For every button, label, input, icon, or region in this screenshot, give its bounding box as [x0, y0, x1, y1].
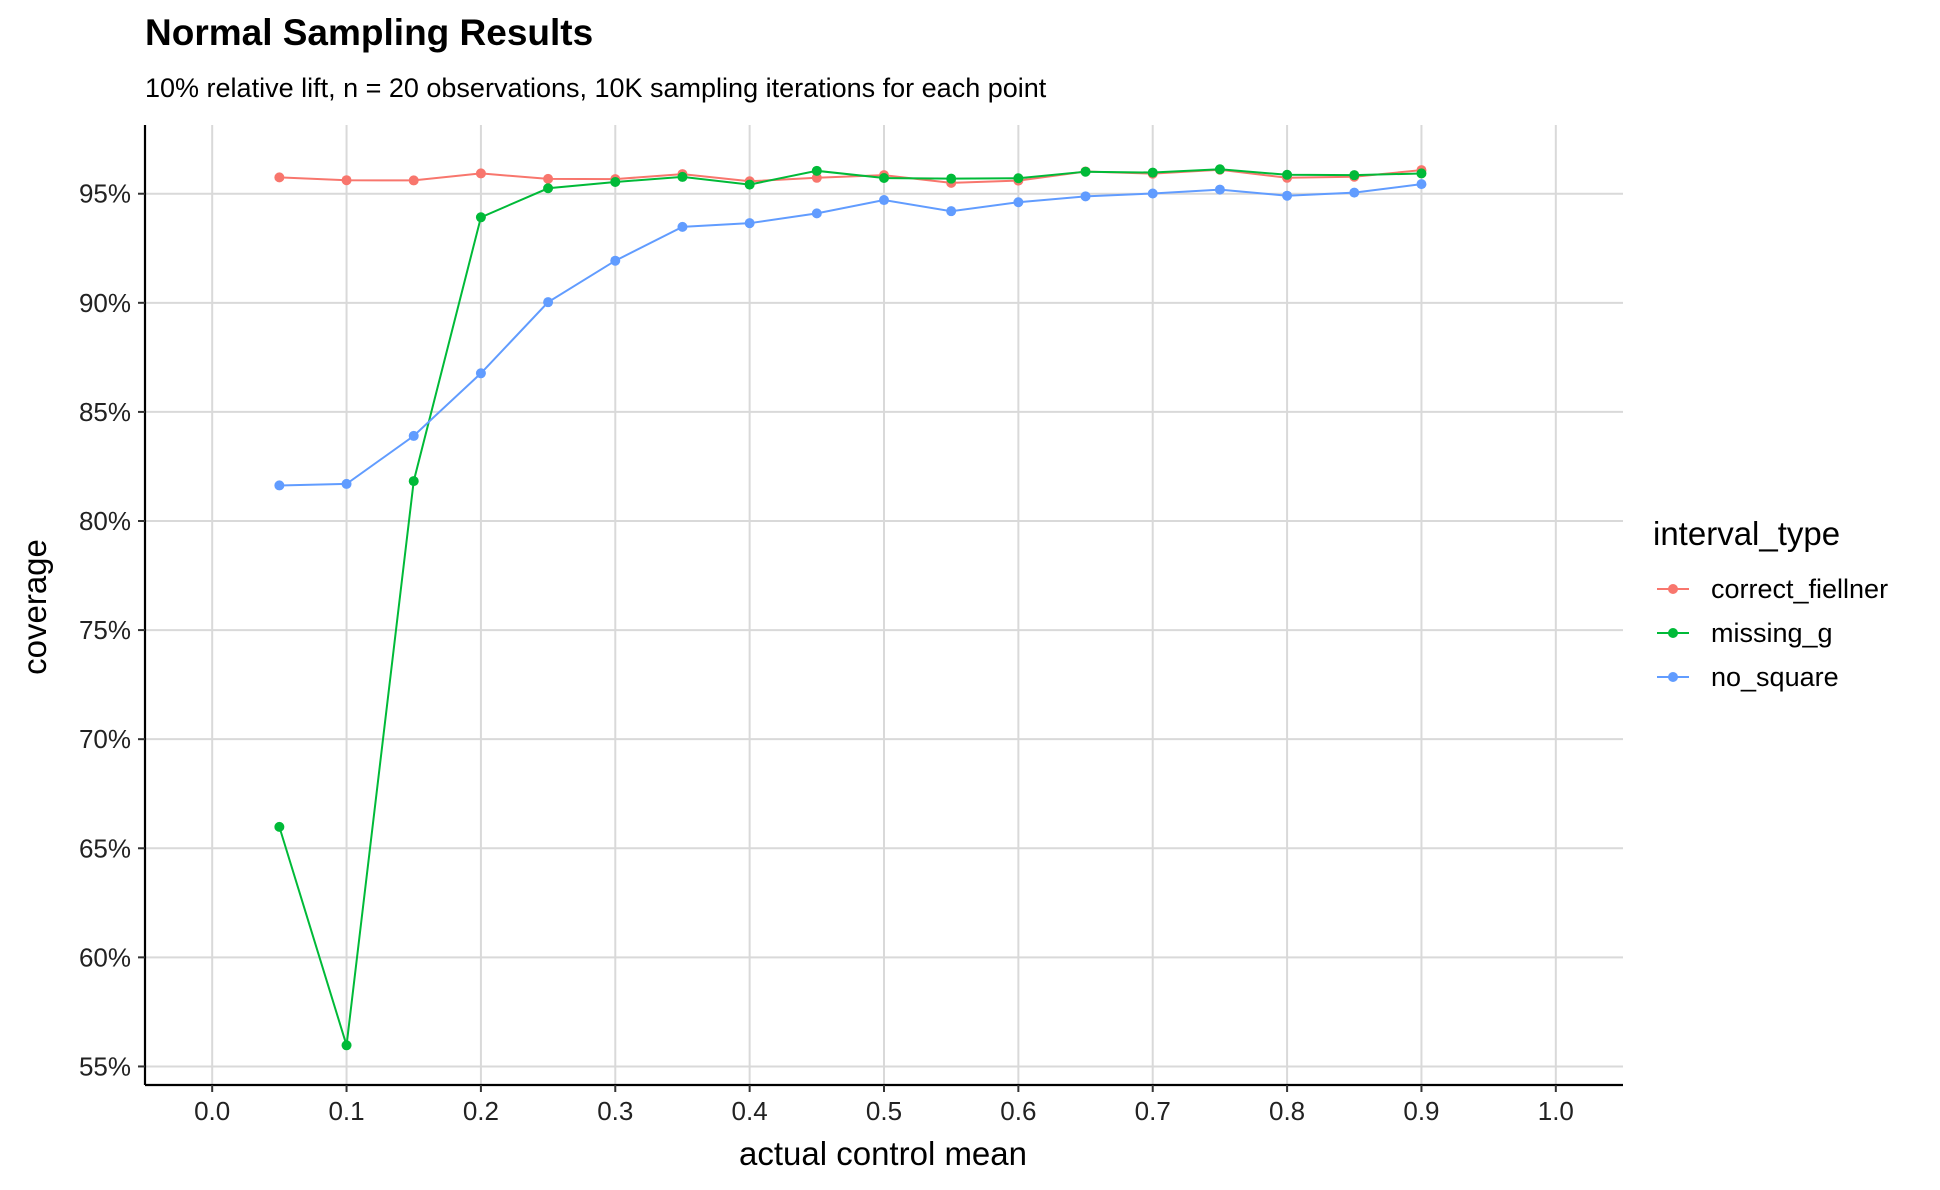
y-axis-label: coverage	[16, 539, 53, 675]
y-tick-label-3: 70%	[79, 724, 131, 754]
data-point-no_square-16	[1349, 187, 1360, 198]
data-point-no_square-1	[341, 478, 352, 489]
data-point-no_square-12	[1080, 191, 1091, 202]
data-point-no_square-13	[1147, 188, 1158, 199]
data-point-missing_g-11	[1013, 173, 1024, 184]
x-tick-label-7: 0.7	[1135, 1096, 1171, 1126]
legend-key-correct_fiellner	[1653, 571, 1693, 607]
y-tick-label-2: 65%	[79, 833, 131, 863]
x-tick-label-1: 0.1	[328, 1096, 364, 1126]
legend-item-correct_fiellner: correct_fiellner	[1653, 571, 1888, 607]
legend-label: correct_fiellner	[1711, 573, 1889, 604]
x-tick-label-6: 0.6	[1000, 1096, 1036, 1126]
data-point-missing_g-10	[946, 173, 957, 184]
legend-key-missing_g	[1653, 615, 1693, 651]
data-point-missing_g-6	[677, 171, 688, 182]
data-point-missing_g-5	[610, 176, 621, 187]
y-tick-label-1: 60%	[79, 942, 131, 972]
data-point-no_square-4	[543, 297, 554, 308]
data-point-missing_g-16	[1349, 170, 1360, 181]
data-point-no_square-7	[744, 218, 755, 229]
y-tick-label-6: 85%	[79, 397, 131, 427]
data-point-no_square-3	[475, 368, 486, 379]
legend-item-missing_g: missing_g	[1653, 615, 1833, 651]
x-tick-label-4: 0.4	[732, 1096, 768, 1126]
y-tick-label-8: 95%	[79, 179, 131, 209]
data-point-missing_g-2	[408, 476, 419, 487]
data-point-missing_g-3	[475, 212, 486, 223]
data-point-missing_g-8	[811, 165, 822, 176]
data-point-missing_g-9	[879, 173, 889, 184]
x-tick-label-8: 0.8	[1269, 1096, 1305, 1126]
data-point-no_square-0	[274, 480, 285, 491]
data-point-no_square-10	[946, 206, 957, 217]
y-tick-label-7: 90%	[79, 288, 131, 318]
x-tick-label-10: 1.0	[1538, 1096, 1574, 1126]
data-point-missing_g-7	[744, 179, 755, 190]
legend-key-dot	[1668, 628, 1678, 638]
series-line-missing_g	[278, 168, 1422, 1046]
legend-key-dot	[1668, 584, 1678, 594]
data-point-correct_fiellner-8	[811, 172, 822, 183]
data-point-missing_g-0	[274, 821, 285, 832]
data-point-missing_g-12	[1080, 166, 1091, 177]
axes: 0.0 0.1 0.2 0.3 0.4 0.5 0.6 0.7 0.8 0.9 1.0 55% 60% 6…	[79, 125, 1623, 1126]
x-tick-label-5: 0.5	[866, 1096, 902, 1126]
data-point-no_square-17	[1416, 179, 1427, 190]
data-point-no_square-14	[1214, 184, 1225, 195]
y-tick-label-5: 80%	[79, 506, 131, 536]
data-point-no_square-8	[811, 208, 822, 219]
data-point-correct_fiellner-1	[341, 175, 352, 186]
data-point-missing_g-17	[1416, 168, 1427, 179]
data-point-no_square-15	[1282, 190, 1293, 201]
data-point-missing_g-13	[1147, 167, 1158, 178]
legend-key-dot	[1668, 672, 1678, 682]
legend-title: interval_type	[1653, 515, 1841, 552]
data-point-no_square-11	[1013, 197, 1024, 208]
data-point-correct_fiellner-0	[274, 172, 285, 183]
legend-label: no_square	[1711, 661, 1839, 692]
y-tick-label-0: 55%	[79, 1051, 131, 1081]
data-point-no_square-9	[879, 195, 889, 206]
data-point-correct_fiellner-3	[475, 168, 486, 179]
data-point-no_square-5	[610, 255, 621, 266]
legend-key-no_square	[1653, 659, 1693, 695]
chart-subtitle: 10% relative lift, n = 20 observations, …	[145, 73, 1047, 103]
x-axis-label: actual control mean	[739, 1135, 1027, 1172]
x-tick-label-3: 0.3	[597, 1096, 633, 1126]
data-point-correct_fiellner-4	[543, 173, 554, 184]
legend-item-no_square: no_square	[1653, 659, 1839, 695]
x-tick-label-0: 0.0	[194, 1096, 230, 1126]
grid-lines	[145, 125, 1623, 1085]
data-point-missing_g-4	[543, 183, 554, 194]
legend-label: missing_g	[1711, 617, 1833, 648]
data-point-missing_g-15	[1282, 169, 1293, 180]
data-point-no_square-2	[408, 430, 419, 441]
y-tick-label-4: 75%	[79, 615, 131, 645]
series-line-no_square	[279, 183, 1422, 487]
data-point-correct_fiellner-2	[408, 175, 419, 186]
x-tick-label-9: 0.9	[1403, 1096, 1439, 1126]
series-lines	[274, 164, 1427, 1051]
data-point-missing_g-1	[341, 1040, 352, 1051]
chart-title: Normal Sampling Results	[145, 12, 594, 53]
data-point-no_square-6	[677, 221, 688, 232]
data-point-missing_g-14	[1214, 164, 1225, 175]
x-tick-label-2: 0.2	[463, 1096, 499, 1126]
